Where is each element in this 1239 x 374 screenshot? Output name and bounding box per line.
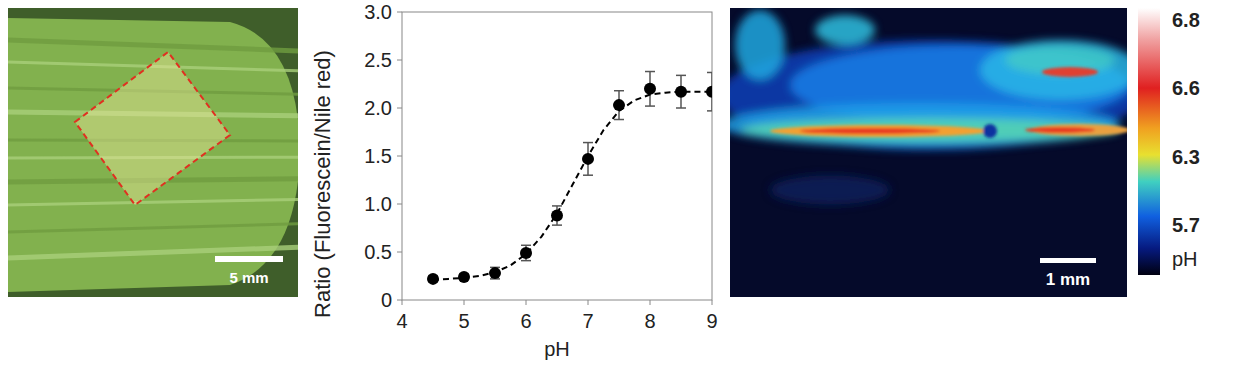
map-region bbox=[740, 118, 1120, 142]
error-cap bbox=[614, 119, 624, 121]
fit-line bbox=[433, 92, 712, 280]
x-tick-label: 9 bbox=[706, 310, 717, 332]
x-tick-label: 5 bbox=[458, 310, 469, 332]
y-tick bbox=[397, 252, 402, 253]
x-tick-label: 7 bbox=[582, 310, 593, 332]
y-tick bbox=[397, 300, 402, 301]
stained-area bbox=[75, 52, 230, 205]
ph-map: 1 mm bbox=[730, 8, 1127, 297]
error-cap bbox=[645, 71, 655, 73]
data-point bbox=[644, 83, 656, 95]
x-tick bbox=[588, 300, 589, 305]
scale-label: 1 mm bbox=[1046, 270, 1090, 289]
error-cap bbox=[583, 142, 593, 144]
error-cap bbox=[707, 72, 712, 74]
scale-bar bbox=[1040, 258, 1096, 263]
chart: 4 5 6 7 8 9 0 0.5 1.0 1.5 2.0 2.5 3.0 pH Ratio (Fluore… bbox=[310, 1, 718, 360]
x-tick bbox=[650, 300, 651, 305]
map-region bbox=[815, 15, 875, 45]
x-tick-label: 8 bbox=[644, 310, 655, 332]
leaf-vein bbox=[8, 200, 298, 206]
y-tick-label: 1.5 bbox=[364, 145, 392, 167]
error-cap bbox=[552, 205, 562, 207]
plot-frame bbox=[402, 12, 712, 300]
y-tick-label: 2.5 bbox=[364, 49, 392, 71]
map-hot bbox=[770, 67, 1127, 138]
colorbar-tick-label: 6.6 bbox=[1172, 77, 1200, 99]
data-point bbox=[582, 153, 594, 165]
map-region bbox=[730, 40, 1127, 150]
x-tick-label: 6 bbox=[520, 310, 531, 332]
colorbar-tick-label: 6.8 bbox=[1172, 9, 1200, 31]
x-tick bbox=[464, 300, 465, 305]
scale-label: 5 mm bbox=[229, 269, 268, 286]
map-region bbox=[1042, 67, 1098, 77]
x-tick bbox=[526, 300, 527, 305]
colorbar bbox=[1138, 8, 1160, 275]
leaf-photo: 5 mm bbox=[8, 8, 298, 297]
leaf-vein bbox=[8, 224, 298, 232]
y-tick-label: 2.0 bbox=[364, 97, 392, 119]
y-tick bbox=[397, 12, 402, 13]
x-tick bbox=[712, 300, 713, 305]
error-cap bbox=[521, 260, 531, 262]
map-region bbox=[770, 125, 990, 137]
map-region bbox=[983, 124, 997, 138]
y-tick bbox=[397, 60, 402, 61]
error-cap bbox=[614, 90, 624, 92]
x-tick bbox=[402, 300, 403, 305]
y-tick-label: 0 bbox=[381, 289, 392, 311]
colorbar-tick-label: 6.3 bbox=[1172, 146, 1200, 168]
leaf-vein bbox=[8, 40, 298, 51]
y-tick bbox=[397, 156, 402, 157]
error-cap bbox=[583, 174, 593, 176]
error-cap bbox=[707, 110, 712, 112]
y-axis-label: Ratio (Fluorescein/Nile red) bbox=[310, 50, 335, 318]
error-cap bbox=[552, 224, 562, 226]
scale-bar bbox=[215, 256, 283, 262]
data-point bbox=[613, 99, 625, 111]
marks bbox=[427, 72, 712, 285]
map-region bbox=[735, 10, 785, 80]
map-region bbox=[1025, 127, 1095, 133]
leaf bbox=[8, 18, 298, 292]
colorbar-label: pH bbox=[1172, 248, 1198, 270]
y-tick bbox=[397, 108, 402, 109]
error-cap bbox=[676, 107, 686, 109]
error-cap bbox=[645, 105, 655, 107]
map-region bbox=[980, 40, 1127, 100]
x-axis-label: pH bbox=[544, 338, 570, 360]
figure: 5 mm 4 5 6 7 8 9 0 0.5 1.0 1.5 2.0 2.5 3.0 pH Ratio (Fl… bbox=[0, 0, 1239, 374]
y-tick bbox=[397, 204, 402, 205]
y-tick-label: 3.0 bbox=[364, 1, 392, 23]
x-tick-label: 4 bbox=[396, 310, 407, 332]
roi-box bbox=[75, 52, 230, 205]
map-blobs bbox=[730, 10, 1127, 205]
map-region bbox=[800, 128, 940, 134]
map-region bbox=[770, 175, 890, 205]
error-cap bbox=[676, 75, 686, 77]
y-tick-label: 0.5 bbox=[364, 241, 392, 263]
error-cap bbox=[521, 245, 531, 247]
colorbar-tick-label: 5.7 bbox=[1172, 214, 1200, 236]
y-tick-label: 1.0 bbox=[364, 193, 392, 215]
